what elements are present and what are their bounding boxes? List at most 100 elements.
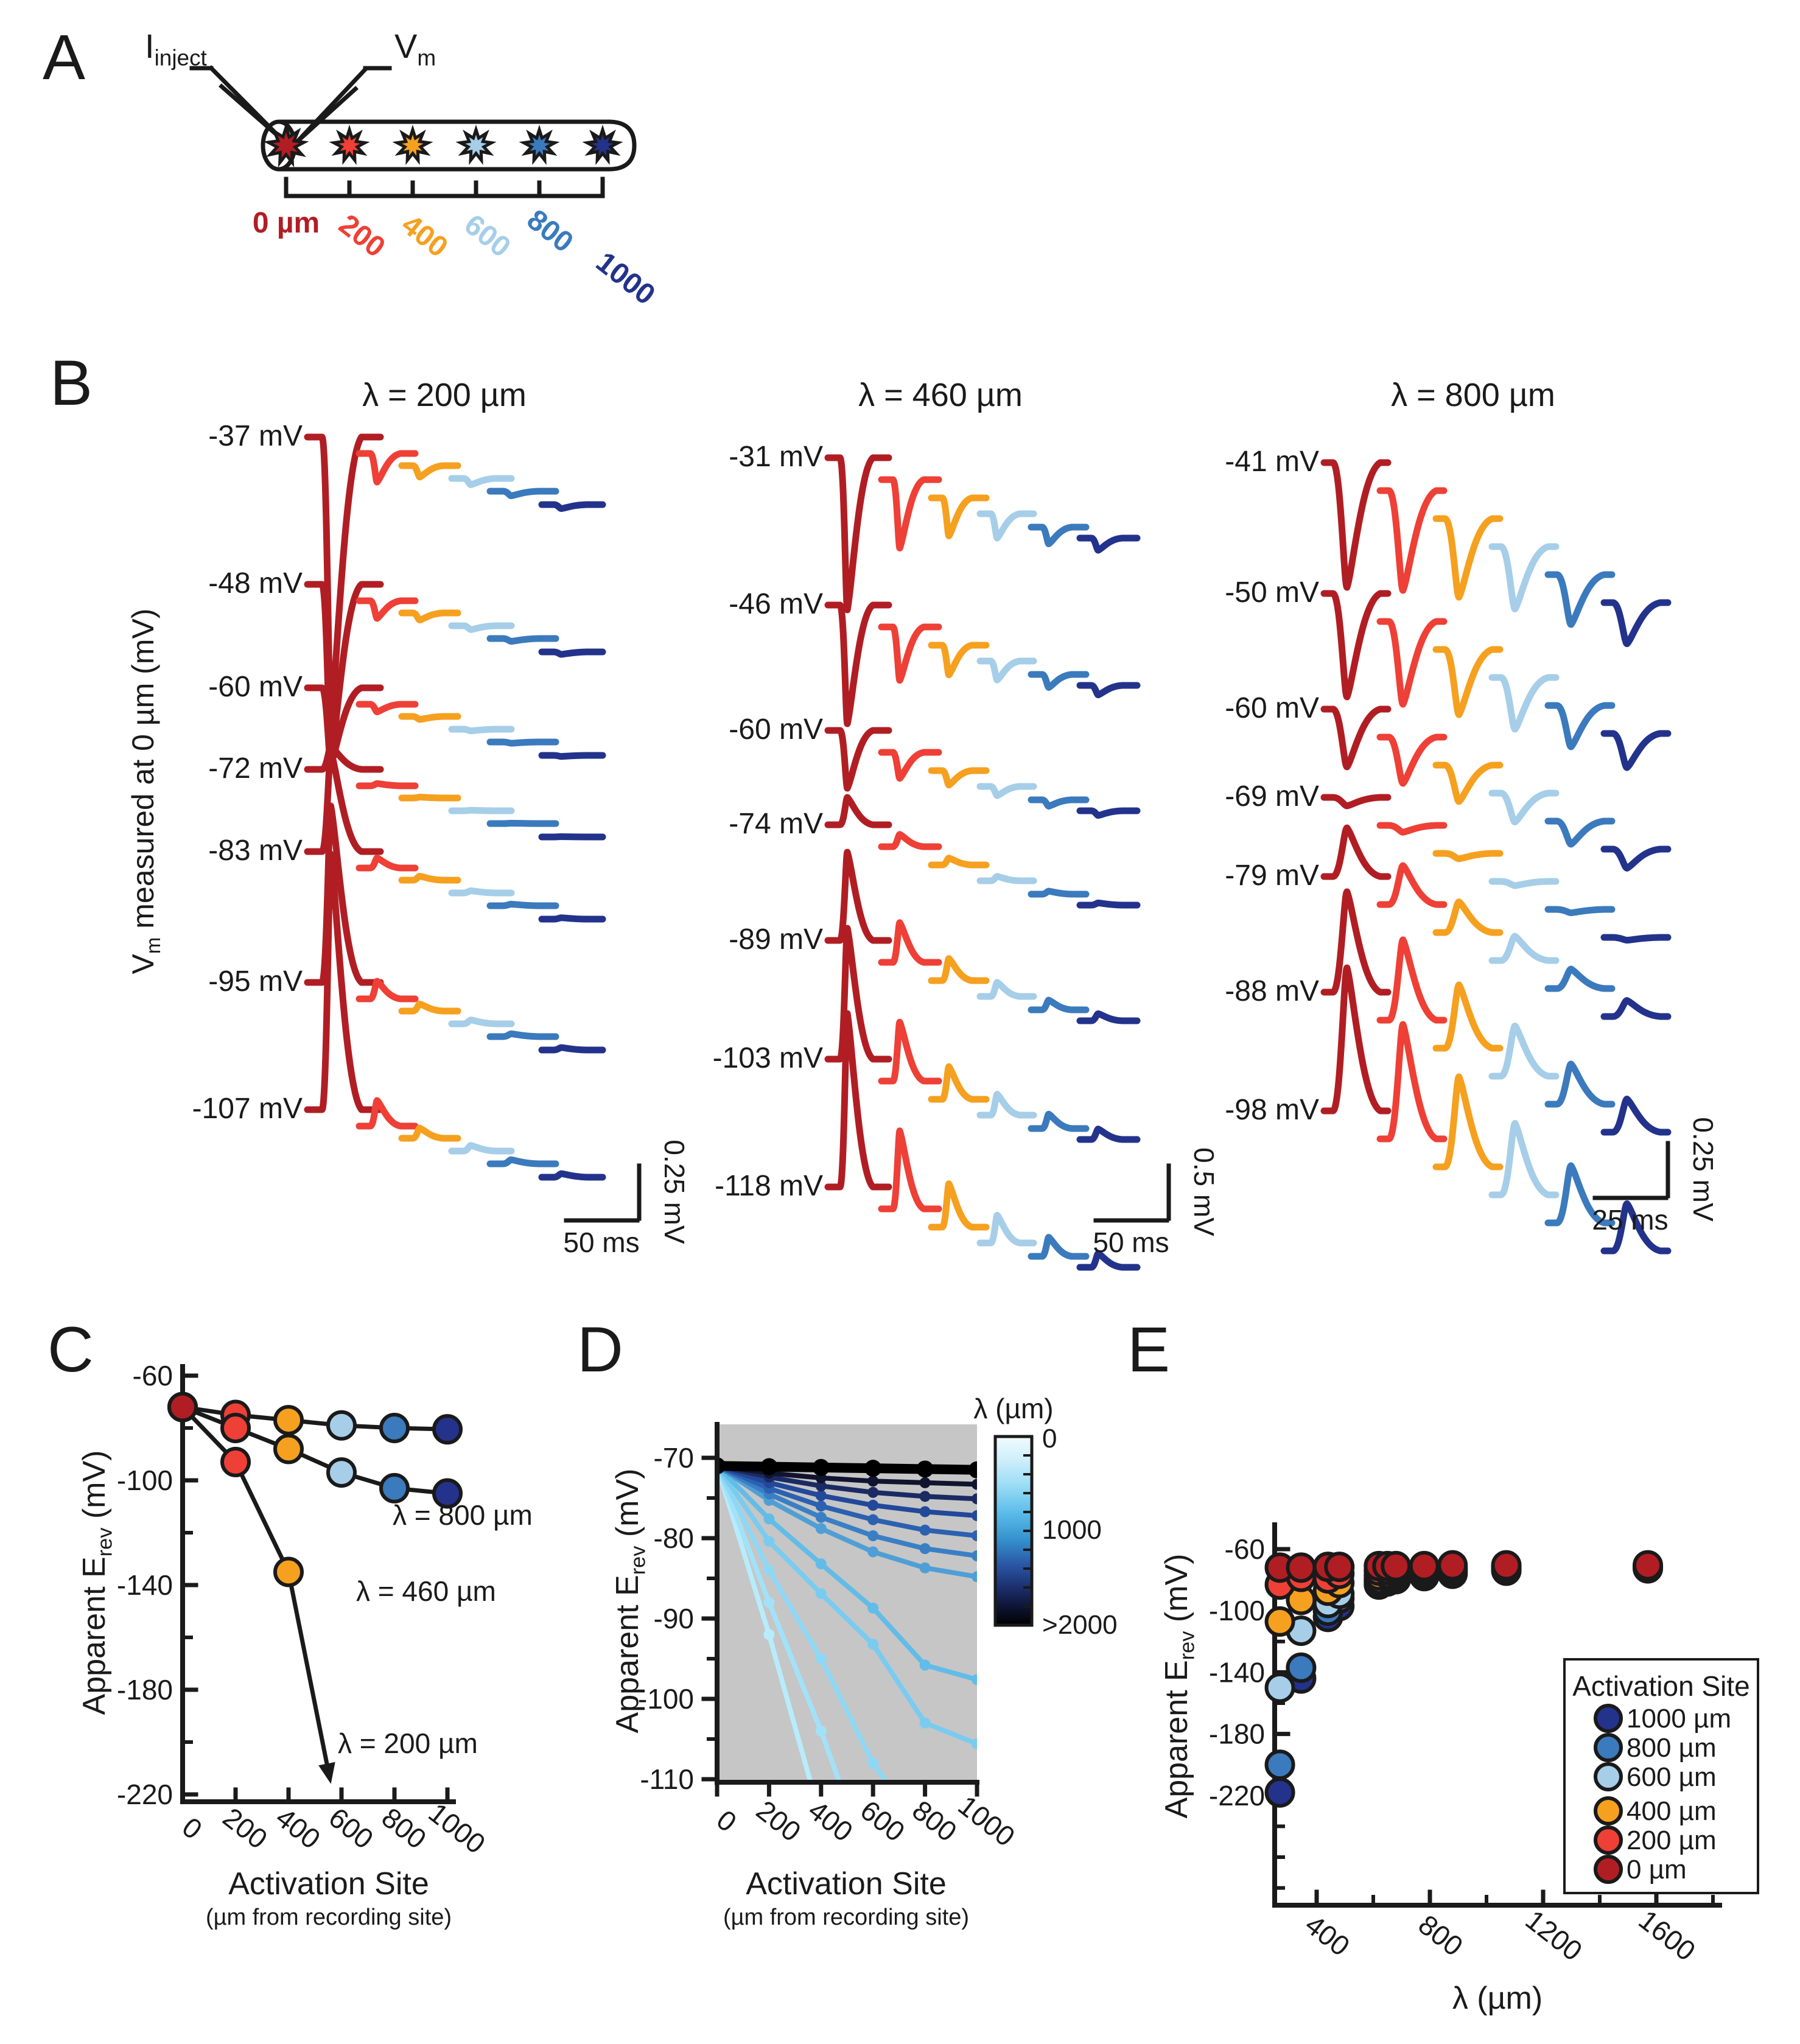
b-trace-label: -95 mV [208,965,303,998]
c-arrow-head [318,1762,335,1784]
b-voltage-trace [1432,761,1504,805]
b-voltage-trace [304,743,384,773]
e-legend-label: 1000 µm [1627,1704,1731,1734]
b-voltage-trace [1076,1250,1141,1271]
activation-site-star [392,124,433,166]
b-voltage-trace [1376,618,1448,708]
b-voltage-trace [1320,705,1392,771]
b-voltage-trace [1544,571,1616,628]
b-voltage-trace [398,609,461,624]
e-data-point [1286,1652,1317,1683]
b-voltage-trace [928,767,990,789]
d-data-point [763,1597,775,1608]
b-voltage-trace [448,475,515,488]
e-data-point [1409,1550,1440,1581]
d-series-line [717,1464,977,1682]
c-data-point [432,1478,463,1509]
b-trace-label: -88 mV [1225,975,1319,1007]
b-voltage-trace [824,1010,892,1191]
b-voltage-trace [1544,1060,1616,1108]
b-voltage-trace [304,433,384,727]
e-x-tick-label: 800 [1413,1908,1469,1962]
d-data-point [815,1490,827,1502]
d-data-point [972,1510,977,1522]
d-data-point [919,1562,931,1573]
b-voltage-trace [1320,888,1392,996]
b-voltage-trace [1320,824,1392,880]
d-data-point [919,1543,931,1555]
b-voltage-trace [1544,965,1616,992]
e-data-point [1264,1606,1295,1637]
d-data-point [763,1536,775,1547]
d-data-point [867,1486,879,1498]
b-voltage-trace [1376,862,1448,908]
c-data-point [273,1433,304,1465]
activation-site-star [455,124,497,166]
c-data-point [167,1391,198,1423]
e-data-point [1264,1672,1295,1703]
e-legend-marker [1594,1733,1623,1762]
b-voltage-trace [976,783,1037,799]
c-y-tick-label: -100 [117,1465,173,1496]
d-data-point [815,1558,827,1570]
d-series-line [717,1465,890,1782]
d-data-point [815,1500,827,1512]
b-voltage-trace [1028,996,1090,1013]
distance-label-400: 400 [396,208,454,264]
b-column-2: λ = 460 µm -31 mV -46 mV -60 mV -74 mV -89 mV… [713,377,1220,1271]
b-trace-label: -79 mV [1225,859,1319,892]
b-voltage-trace [976,510,1037,542]
e-y-tick-label: -100 [1209,1595,1265,1626]
e-y-axis-label: Apparent Erev (mV) [1159,1554,1199,1819]
d-data-point [867,1546,879,1558]
c-x-tick-label: 0 [177,1811,208,1846]
b-column-title: λ = 200 µm [362,377,527,413]
b-voltage-trace [1600,599,1672,648]
b-voltage-trace [398,713,461,723]
c-x-axis-label: Activation Site [228,1866,429,1902]
b-voltage-trace [398,793,461,802]
b-voltage-trace [1076,807,1141,819]
b-voltage-trace [1076,682,1141,699]
b-voltage-trace [1028,887,1090,898]
b-y-axis-label: Vm measured at 0 µm (mV) [126,609,164,975]
b-trace-label: -46 mV [729,588,823,620]
b-voltage-trace [976,657,1037,684]
b-voltage-trace [976,1091,1037,1119]
b-voltage-trace [486,635,559,645]
b-voltage-trace [304,850,384,1113]
b-voltage-trace [1432,850,1504,863]
c-curve-label: λ = 460 µm [356,1575,496,1607]
b-voltage-trace [878,476,942,551]
d-data-point [867,1602,879,1614]
b-voltage-trace [824,925,892,1063]
distance-label-200: 200 [333,208,391,264]
e-legend-label: 600 µm [1627,1762,1717,1792]
b-voltage-trace [486,819,559,827]
c-data-point [326,1457,357,1488]
d-data-point [815,1480,827,1492]
d-data-point [919,1524,931,1536]
activation-site-star [263,122,309,167]
b-trace-label: -98 mV [1225,1094,1319,1126]
b-voltage-trace [824,727,892,792]
b-voltage-trace [928,494,990,539]
e-legend-marker [1594,1855,1623,1884]
e-data-point [1437,1550,1468,1581]
e-legend-title: Activation Site [1572,1670,1749,1702]
b-voltage-trace [1544,906,1616,917]
d-x-tick-label: 1000 [953,1789,1021,1852]
b-voltage-trace [1076,1010,1141,1024]
vm-electrode-label: Vm [394,27,436,70]
b-voltage-trace [304,684,384,768]
b-column-3: λ = 800 µm -41 mV -50 mV -60 mV -69 mV -79 mV… [1225,377,1719,1255]
e-legend-label: 400 µm [1627,1796,1717,1826]
d-data-point [867,1499,879,1511]
b-voltage-scale-label: 0.25 mV [659,1139,690,1244]
b-voltage-scale-label: 0.5 mV [1188,1147,1220,1236]
d-data-point [760,1458,778,1475]
d-y-tick-label: -70 [654,1442,694,1474]
d-data-point [972,1674,977,1685]
e-legend-label: 0 µm [1627,1855,1687,1885]
d-data-point [815,1511,827,1523]
